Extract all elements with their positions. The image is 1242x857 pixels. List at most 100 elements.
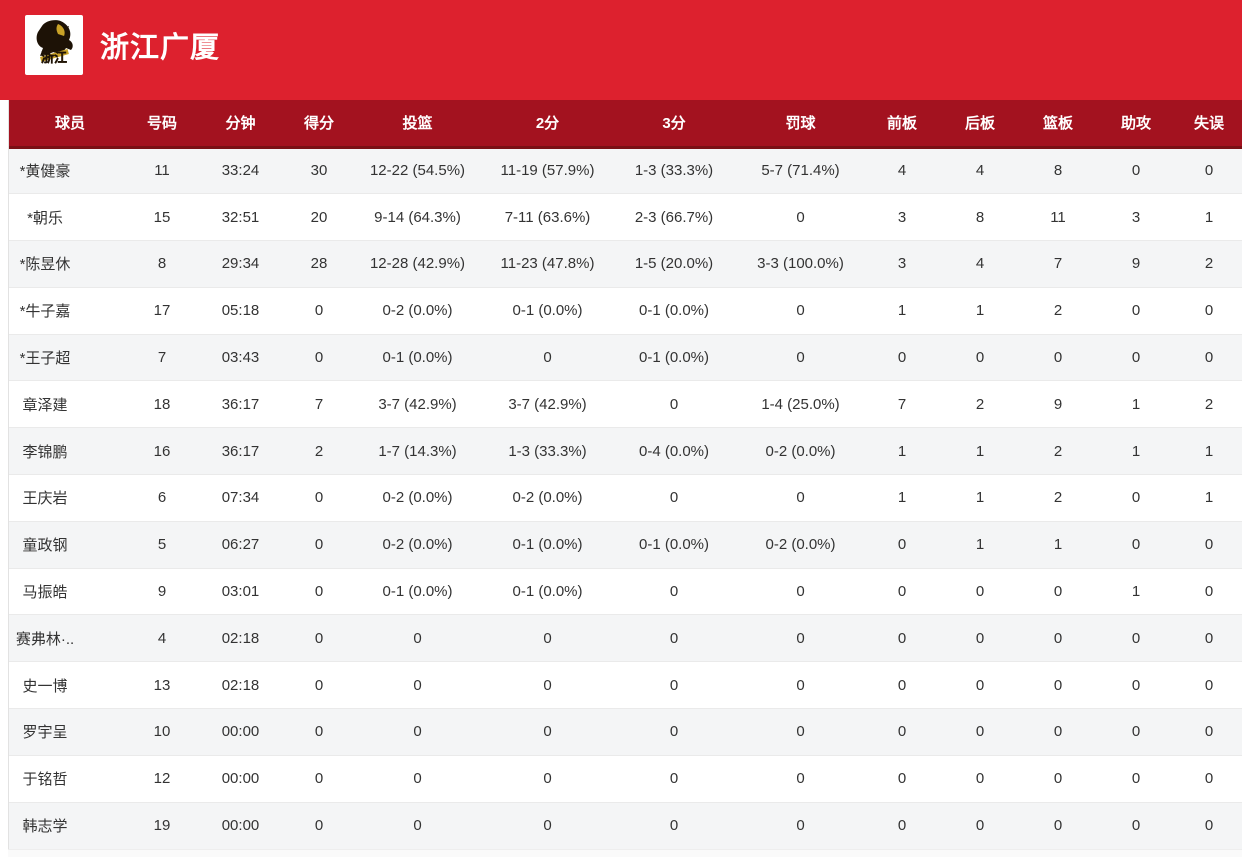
stat-cell: 12-22 (54.5%)	[369, 162, 466, 180]
player-name-cell[interactable]: 童政钢	[9, 520, 131, 569]
stat-cell: 1	[863, 474, 941, 522]
stat-cell: 0-2 (0.0%)	[485, 474, 610, 522]
stat-cell: 0	[350, 754, 485, 803]
stat-cell: 0	[863, 614, 941, 662]
player-name-cell[interactable]: 李锦鹏	[9, 427, 131, 475]
table-row: 童政钢 5 06:27 0 0-2 (0.0%) 0-1 (0.0%) 0-1 (0.0%)…	[9, 520, 1242, 569]
stat-cell: 15	[131, 193, 193, 241]
stat-cell: 0	[738, 286, 863, 335]
column-header-oreb: 前板	[863, 100, 941, 149]
stat-cell: 16	[131, 427, 193, 475]
stat-cell: 0	[288, 708, 350, 756]
stat-cell: 0	[350, 614, 485, 662]
stat-cell: 0	[1019, 333, 1097, 381]
table-row: 王庆岩 6 07:34 0 0-2 (0.0%) 0-2 (0.0%) 0 0 1 1 2 0 1	[9, 474, 1242, 522]
player-name-cell[interactable]: *陈昱休	[9, 240, 131, 288]
stat-cell: 02:18	[193, 614, 288, 662]
player-name-cell[interactable]: 王庆岩	[9, 474, 131, 522]
stat-cell: 0	[350, 801, 485, 849]
player-name-cell[interactable]: *朝乐	[9, 193, 131, 241]
stat-cell: 0	[863, 708, 941, 756]
stat-cell: 0	[485, 333, 610, 381]
table-row: 韩志学 19 00:00 0 0 0 0 0 0 0 0 0 0	[9, 801, 1242, 849]
stat-cell: 0	[941, 801, 1019, 849]
stat-cell: 0	[288, 520, 350, 569]
table-row: *牛子嘉 17 05:18 0 0-2 (0.0%) 0-1 (0.0%) 0-1 (0.0…	[9, 286, 1242, 335]
stat-cell: 33:24	[221, 162, 260, 180]
stat-cell: 7	[1019, 240, 1097, 288]
player-name-cell[interactable]: 马振皓	[9, 567, 131, 615]
stat-cell: 03:01	[193, 567, 288, 615]
stat-cell: 0	[485, 614, 610, 662]
stat-cell: 18	[131, 380, 193, 428]
stat-cell: 05:18	[193, 286, 288, 335]
stat-cell: 3	[1097, 193, 1175, 241]
column-header-to: 失误	[1175, 100, 1242, 149]
player-name-cell[interactable]: 韩志学	[9, 801, 131, 849]
stat-cell: 0	[1097, 754, 1175, 803]
stat-cell: 3-7 (42.9%)	[350, 380, 485, 428]
table-header-row: 球员 号码 分钟 得分 投篮 2分 3分 罚球 前板 后板 篮板 助攻 失误	[9, 100, 1242, 149]
stat-cell: 0-1 (0.0%)	[485, 286, 610, 335]
stat-cell: 12-28 (42.9%)	[350, 240, 485, 288]
stat-cell: 17	[131, 286, 193, 335]
stat-cell: 4	[941, 240, 1019, 288]
stat-cell: 0	[610, 801, 738, 849]
stat-cell: 0-2 (0.0%)	[350, 286, 485, 335]
stat-cell: 0	[941, 754, 1019, 803]
stat-cell: 19	[131, 801, 193, 849]
stat-cell: 0	[485, 661, 610, 709]
stat-cell: 0-1 (0.0%)	[485, 520, 610, 569]
player-name-cell[interactable]: *王子超	[9, 333, 131, 381]
stat-cell: 0	[1097, 708, 1175, 756]
player-name-cell[interactable]: 于铭哲	[9, 754, 131, 803]
stat-cell: 0-2 (0.0%)	[350, 474, 485, 522]
stat-cell: 28	[288, 240, 350, 288]
column-header-2pt: 2分	[485, 100, 610, 149]
table-row: *黄健豪 11 33:24 30 12-22 (54.5%) 11-19 (57.9%) 1…	[9, 147, 1242, 194]
stat-cell: 0	[863, 333, 941, 381]
player-name-cell[interactable]: 罗宇呈	[9, 708, 131, 756]
player-name-cell[interactable]: 章泽建	[9, 380, 131, 428]
stat-cell: 0	[863, 661, 941, 709]
stat-cell: 02:18	[193, 661, 288, 709]
stat-cell: 0	[1019, 614, 1097, 662]
stat-cell: 0	[350, 661, 485, 709]
stat-cell: 1	[1097, 567, 1175, 615]
stat-cell: 4	[131, 614, 193, 662]
stat-cell: 1	[863, 286, 941, 335]
stat-cell: 2	[288, 427, 350, 475]
stat-cell: 2	[1175, 240, 1242, 288]
stat-cell: 0	[288, 801, 350, 849]
column-header-ast: 助攻	[1097, 100, 1175, 149]
column-header-3pt: 3分	[610, 100, 738, 149]
column-header-player: 球员	[9, 100, 131, 149]
stat-cell: 0	[1097, 333, 1175, 381]
stat-cell: 0	[941, 614, 1019, 662]
stat-cell: 0	[610, 708, 738, 756]
stat-cell: 0	[1175, 286, 1242, 335]
player-name-cell[interactable]: *黄健豪	[19, 163, 71, 181]
stat-cell: 0	[1019, 661, 1097, 709]
table-bottom-edge	[8, 848, 1242, 857]
stat-cell: 8	[1053, 162, 1063, 180]
stat-cell: 4	[897, 162, 907, 180]
stat-cell: 0	[350, 708, 485, 756]
stat-cell: 7	[288, 380, 350, 428]
stat-cell: 3-3 (100.0%)	[738, 240, 863, 288]
stat-cell: 0	[941, 333, 1019, 381]
stat-cell: 0	[485, 754, 610, 803]
player-name-cell[interactable]: 赛弗林·..	[9, 614, 131, 662]
stat-cell: 0-1 (0.0%)	[485, 567, 610, 615]
player-name-cell[interactable]: *牛子嘉	[9, 286, 131, 335]
stat-cell: 10	[131, 708, 193, 756]
stat-cell: 29:34	[193, 240, 288, 288]
stat-cell: 9-14 (64.3%)	[350, 193, 485, 241]
stat-cell: 0	[738, 801, 863, 849]
stat-cell: 0-1 (0.0%)	[610, 286, 738, 335]
player-name-cell[interactable]: 史一博	[9, 661, 131, 709]
stat-cell: 1	[1019, 520, 1097, 569]
stat-cell: 3	[863, 193, 941, 241]
stat-cell: 0	[610, 380, 738, 428]
stat-cell: 9	[1097, 240, 1175, 288]
